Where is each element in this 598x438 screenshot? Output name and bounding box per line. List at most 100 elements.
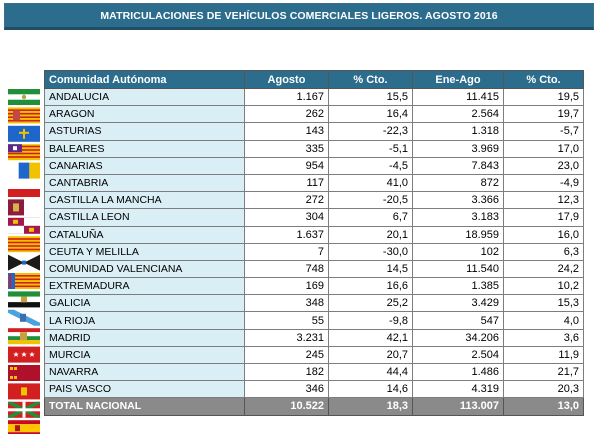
- table-row: LA RIOJA 55 -9,8 547 4,0: [44, 311, 584, 330]
- cto-ene-ago-value: 21,7: [503, 362, 584, 382]
- agosto-value: 7: [244, 242, 329, 261]
- total-cto-agosto-value: 18,3: [328, 397, 413, 416]
- ene-ago-value: 102: [412, 242, 504, 261]
- cto-ene-ago-value: 19,5: [503, 87, 584, 107]
- community-name: LA RIOJA: [44, 311, 245, 330]
- community-name: NAVARRA: [44, 362, 245, 382]
- header-ene-ago: Ene-Ago: [412, 70, 504, 89]
- community-name: BALEARES: [44, 139, 245, 158]
- cto-agosto-value: -5,1: [328, 139, 413, 158]
- ene-ago-value: 547: [412, 311, 504, 330]
- aragon-flag: [8, 107, 40, 124]
- total-cto-ene-ago-value: 13,0: [503, 397, 584, 416]
- cto-ene-ago-value: 24,2: [503, 259, 584, 279]
- ene-ago-value: 2.564: [412, 105, 504, 124]
- cto-agosto-value: 14,6: [328, 380, 413, 399]
- ene-ago-value: 872: [412, 173, 504, 193]
- extremadura-flag: [8, 291, 40, 308]
- ene-ago-value: 3.969: [412, 139, 504, 158]
- cto-ene-ago-value: 20,3: [503, 380, 584, 399]
- cto-agosto-value: -20,5: [328, 191, 413, 210]
- cto-agosto-value: -4,5: [328, 156, 413, 175]
- ene-ago-value: 3.366: [412, 191, 504, 210]
- cto-agosto-value: 41,0: [328, 173, 413, 193]
- cto-agosto-value: 25,2: [328, 294, 413, 313]
- agosto-value: 954: [244, 156, 329, 175]
- community-name: MADRID: [44, 328, 245, 347]
- agosto-value: 346: [244, 380, 329, 399]
- cto-agosto-value: 44,4: [328, 362, 413, 382]
- cto-ene-ago-value: 12,3: [503, 191, 584, 210]
- total-agosto-value: 10.522: [244, 397, 329, 416]
- cto-ene-ago-value: 15,3: [503, 294, 584, 313]
- community-name: ASTURIAS: [44, 122, 245, 141]
- table-row: NAVARRA 182 44,4 1.486 21,7: [44, 362, 584, 382]
- table-row: MADRID 3.231 42,1 34.206 3,6: [44, 328, 584, 347]
- cto-agosto-value: 20,7: [328, 345, 413, 365]
- agosto-value: 169: [244, 277, 329, 296]
- cto-agosto-value: 20,1: [328, 225, 413, 244]
- community-name: CANARIAS: [44, 156, 245, 175]
- total-row: TOTAL NACIONAL 10.522 18,3 113.007 13,0: [44, 397, 584, 416]
- agosto-value: 1.167: [244, 87, 329, 107]
- agosto-value: 143: [244, 122, 329, 141]
- ene-ago-value: 4.319: [412, 380, 504, 399]
- table-row: CASTILLA LEON 304 6,7 3.183 17,9: [44, 208, 584, 227]
- ene-ago-value: 1.385: [412, 277, 504, 296]
- community-name: EXTREMADURA: [44, 277, 245, 296]
- table-row: CASTILLA LA MANCHA 272 -20,5 3.366 12,3: [44, 191, 584, 210]
- header-cto-agosto: % Cto.: [328, 70, 413, 89]
- table-row: ARAGON 262 16,4 2.564 19,7: [44, 105, 584, 124]
- ene-ago-value: 3.429: [412, 294, 504, 313]
- cto-ene-ago-value: -5,7: [503, 122, 584, 141]
- cto-ene-ago-value: 3,6: [503, 328, 584, 347]
- header-comunidad: Comunidad Autónoma: [44, 70, 245, 89]
- castilla-la-mancha-flag: [8, 199, 40, 216]
- table-row: ASTURIAS 143 -22,3 1.318 -5,7: [44, 122, 584, 141]
- cantabria-flag: [8, 181, 40, 197]
- agosto-value: 348: [244, 294, 329, 313]
- total-label: TOTAL NACIONAL: [44, 397, 245, 416]
- cto-ene-ago-value: 19,7: [503, 105, 584, 124]
- ene-ago-value: 34.206: [412, 328, 504, 347]
- registrations-table: Comunidad Autónoma Agosto % Cto. Ene-Ago…: [44, 70, 584, 416]
- cto-ene-ago-value: 17,9: [503, 208, 584, 227]
- report-title: MATRICULACIONES DE VEHÍCULOS COMERCIALES…: [4, 3, 594, 30]
- ene-ago-value: 2.504: [412, 345, 504, 365]
- castilla-leon-flag: [8, 217, 40, 234]
- murcia-flag: [8, 365, 40, 381]
- table-row: PAIS VASCO 346 14,6 4.319 20,3: [44, 380, 584, 399]
- table-row: CANARIAS 954 -4,5 7.843 23,0: [44, 156, 584, 175]
- agosto-value: 3.231: [244, 328, 329, 347]
- agosto-value: 117: [244, 173, 329, 193]
- ene-ago-value: 18.959: [412, 225, 504, 244]
- cto-agosto-value: 16,4: [328, 105, 413, 124]
- pais-vasco-flag: [8, 401, 40, 418]
- cto-agosto-value: 6,7: [328, 208, 413, 227]
- table-row: GALICIA 348 25,2 3.429 15,3: [44, 294, 584, 313]
- cto-ene-ago-value: 11,9: [503, 345, 584, 365]
- asturias-flag: [8, 125, 40, 142]
- ene-ago-value: 1.486: [412, 362, 504, 382]
- community-name: ANDALUCIA: [44, 87, 245, 107]
- cto-ene-ago-value: 17,0: [503, 139, 584, 158]
- community-name: CANTABRIA: [44, 173, 245, 193]
- ene-ago-value: 1.318: [412, 122, 504, 141]
- cto-agosto-value: -22,3: [328, 122, 413, 141]
- table-row: BALEARES 335 -5,1 3.969 17,0: [44, 139, 584, 158]
- agosto-value: 55: [244, 311, 329, 330]
- table-row: COMUNIDAD VALENCIANA 748 14,5 11.540 24,…: [44, 259, 584, 279]
- cto-agosto-value: 16,6: [328, 277, 413, 296]
- table-row: MURCIA 245 20,7 2.504 11,9: [44, 345, 584, 365]
- agosto-value: 335: [244, 139, 329, 158]
- cto-ene-ago-value: 10,2: [503, 277, 584, 296]
- table-header-row: Comunidad Autónoma Agosto % Cto. Ene-Ago…: [44, 70, 584, 89]
- agosto-value: 1.637: [244, 225, 329, 244]
- cto-ene-ago-value: 6,3: [503, 242, 584, 261]
- ene-ago-value: 3.183: [412, 208, 504, 227]
- valencia-flag: [8, 273, 40, 289]
- table-row: ANDALUCIA 1.167 15,5 11.415 19,5: [44, 87, 584, 107]
- table-row: EXTREMADURA 169 16,6 1.385 10,2: [44, 277, 584, 296]
- header-cto-ene-ago: % Cto.: [503, 70, 584, 89]
